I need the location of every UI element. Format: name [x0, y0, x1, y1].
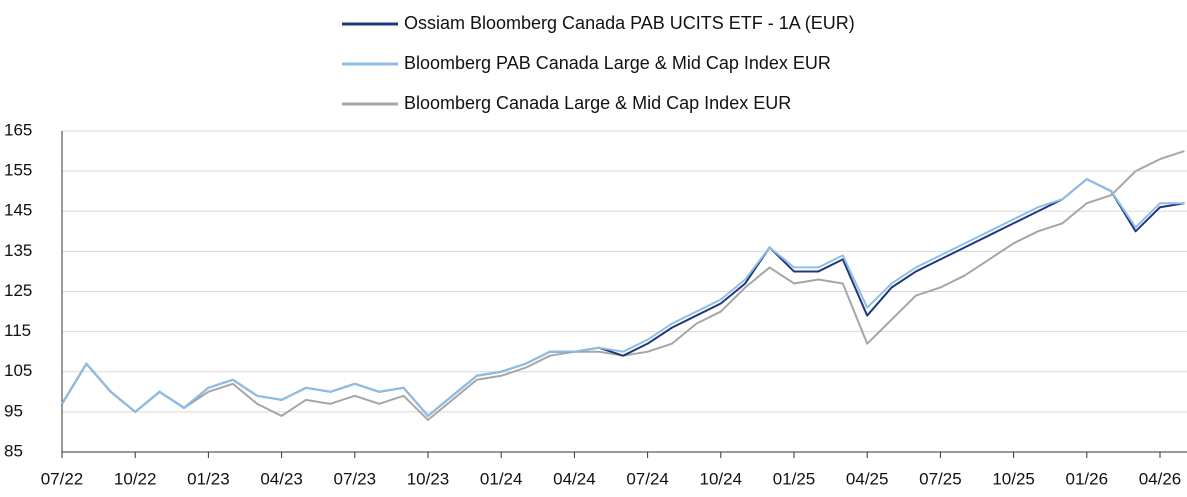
legend-label: Bloomberg PAB Canada Large & Mid Cap Ind… — [404, 53, 831, 73]
y-tick-label: 115 — [4, 321, 31, 340]
x-tick-label: 10/25 — [992, 469, 1035, 488]
legend-label: Bloomberg Canada Large & Mid Cap Index E… — [404, 93, 791, 113]
x-tick-label: 07/25 — [919, 469, 962, 488]
y-tick-label: 165 — [4, 120, 32, 139]
x-tick-label: 04/24 — [553, 469, 596, 488]
x-tick-label: 01/23 — [187, 469, 230, 488]
y-tick-label: 145 — [4, 201, 32, 220]
y-tick-label: 155 — [4, 161, 32, 180]
x-tick-label: 10/22 — [114, 469, 157, 488]
x-tick-label: 07/22 — [41, 469, 84, 488]
y-tick-label: 95 — [4, 401, 23, 420]
x-tick-label: 04/25 — [846, 469, 889, 488]
x-tick-label: 04/26 — [1139, 469, 1182, 488]
y-tick-label: 125 — [4, 281, 32, 300]
y-tick-label: 135 — [4, 241, 32, 260]
y-tick-label: 105 — [4, 361, 32, 380]
legend-label: Ossiam Bloomberg Canada PAB UCITS ETF - … — [404, 13, 855, 33]
y-tick-label: 85 — [4, 441, 23, 460]
x-tick-label: 01/26 — [1066, 469, 1109, 488]
x-tick-label: 07/23 — [334, 469, 377, 488]
x-tick-label: 10/23 — [407, 469, 450, 488]
x-tick-label: 04/23 — [260, 469, 303, 488]
x-tick-label: 07/24 — [626, 469, 669, 488]
series-line — [61, 178, 1185, 417]
x-tick-label: 01/24 — [480, 469, 523, 488]
x-tick-label: 01/25 — [773, 469, 816, 488]
x-tick-label: 10/24 — [700, 469, 743, 488]
